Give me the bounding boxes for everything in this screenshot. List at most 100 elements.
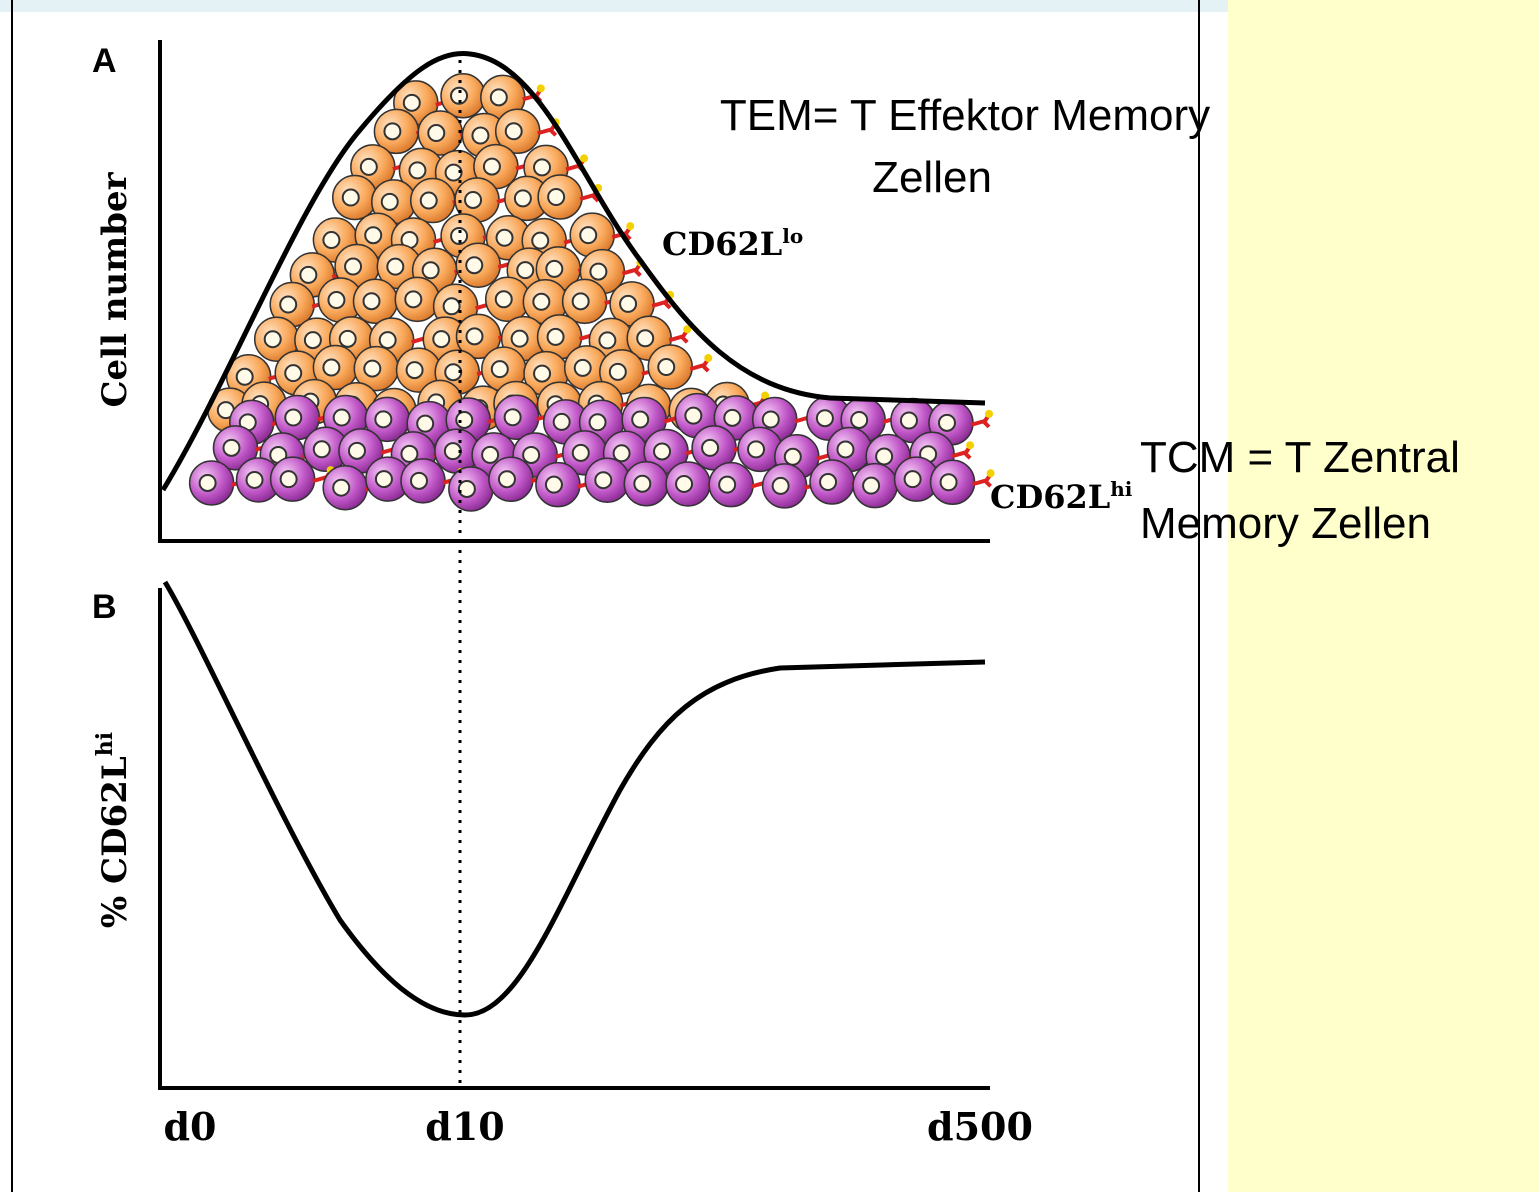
nucleus — [361, 159, 377, 175]
nucleus — [466, 257, 482, 273]
nucleus — [411, 473, 427, 489]
ligand — [580, 154, 588, 162]
nucleus — [387, 259, 403, 275]
nucleus — [546, 477, 562, 493]
nucleus — [620, 296, 636, 312]
nucleus — [200, 475, 216, 491]
y-axis-label: % CD62Lhi — [92, 732, 135, 928]
nucleus — [472, 128, 488, 144]
nucleus — [634, 476, 650, 492]
x-label: d500 — [927, 1104, 1033, 1149]
nucleus — [314, 441, 330, 457]
ligand — [537, 84, 545, 92]
ligand — [626, 222, 634, 230]
nucleus — [265, 331, 281, 347]
nucleus — [333, 480, 349, 496]
nucleus — [237, 369, 253, 385]
nucleus — [599, 332, 615, 348]
nucleus — [305, 332, 321, 348]
nucleus — [340, 331, 356, 347]
nucleus — [534, 159, 550, 175]
nucleus — [905, 471, 921, 487]
nucleus — [492, 361, 508, 377]
nucleus — [343, 190, 359, 206]
nucleus — [595, 472, 611, 488]
nucleus — [534, 366, 550, 382]
nucleus — [334, 410, 350, 426]
figure: A B Cell number % CD62Lhi CD62Llo CD62Lh… — [0, 0, 1539, 1192]
nucleus — [285, 365, 301, 381]
nucleus — [658, 359, 674, 375]
nucleus — [323, 360, 339, 376]
cell — [931, 460, 995, 504]
nucleus — [523, 447, 539, 463]
nucleus — [941, 474, 957, 490]
nucleus — [484, 159, 500, 175]
nucleus — [820, 474, 836, 490]
nucleus — [417, 416, 433, 432]
nucleus — [247, 472, 263, 488]
panel-label: B — [92, 588, 117, 626]
ligand — [987, 469, 995, 477]
nucleus — [380, 332, 396, 348]
nucleus — [407, 362, 423, 378]
nucleus — [533, 294, 549, 310]
nucleus — [763, 412, 779, 428]
panel-label: A — [92, 42, 117, 80]
nucleus — [512, 331, 528, 347]
ligand — [704, 354, 712, 362]
nucleus — [428, 125, 444, 141]
nucleus — [456, 412, 472, 428]
nucleus — [901, 412, 917, 428]
nucleus — [548, 189, 564, 205]
nucleus — [444, 298, 460, 314]
nucleus — [702, 440, 718, 456]
nucleus — [349, 443, 365, 459]
annotation: Memory Zellen — [1140, 499, 1431, 548]
side-panel — [1228, 0, 1539, 1192]
annotation: TEM= T Effektor Memory — [720, 91, 1210, 140]
nucleus — [405, 291, 421, 307]
nucleus — [364, 361, 380, 377]
nucleus — [423, 262, 439, 278]
nucleus — [532, 233, 548, 249]
nucleus — [499, 471, 515, 487]
nucleus — [323, 232, 339, 248]
annotation: Zellen — [872, 153, 992, 202]
nucleus — [817, 410, 833, 426]
nucleus — [382, 194, 398, 210]
nucleus — [546, 261, 562, 277]
nucleus — [851, 412, 867, 428]
nucleus — [280, 297, 296, 313]
nucleus — [773, 478, 789, 494]
nucleus — [632, 412, 648, 428]
curve-label: CD62Llo — [662, 224, 803, 263]
nucleus — [482, 447, 498, 463]
nucleus — [724, 410, 740, 426]
nucleus — [573, 445, 589, 461]
nucleus — [384, 123, 400, 139]
annotation: TCM = T Zentral — [1140, 433, 1460, 482]
nucleus — [785, 449, 801, 465]
cell — [648, 345, 712, 389]
nucleus — [497, 230, 513, 246]
nucleus — [404, 95, 420, 111]
nucleus — [637, 330, 653, 346]
x-label: d0 — [163, 1104, 216, 1149]
nucleus — [281, 471, 297, 487]
nucleus — [580, 227, 596, 243]
nucleus — [506, 123, 522, 139]
nucleus — [365, 227, 381, 243]
nucleus — [459, 481, 475, 497]
nucleus — [376, 471, 392, 487]
nucleus — [466, 328, 482, 344]
nucleus — [719, 477, 735, 493]
curve-label: CD62Lhi — [990, 477, 1133, 516]
label-text: % CD62L — [95, 756, 135, 928]
nucleus — [375, 411, 391, 427]
nucleus — [676, 476, 692, 492]
x-label: d10 — [425, 1104, 504, 1149]
nucleus — [876, 448, 892, 464]
top-bar — [0, 0, 1375, 12]
nucleus — [575, 360, 591, 376]
